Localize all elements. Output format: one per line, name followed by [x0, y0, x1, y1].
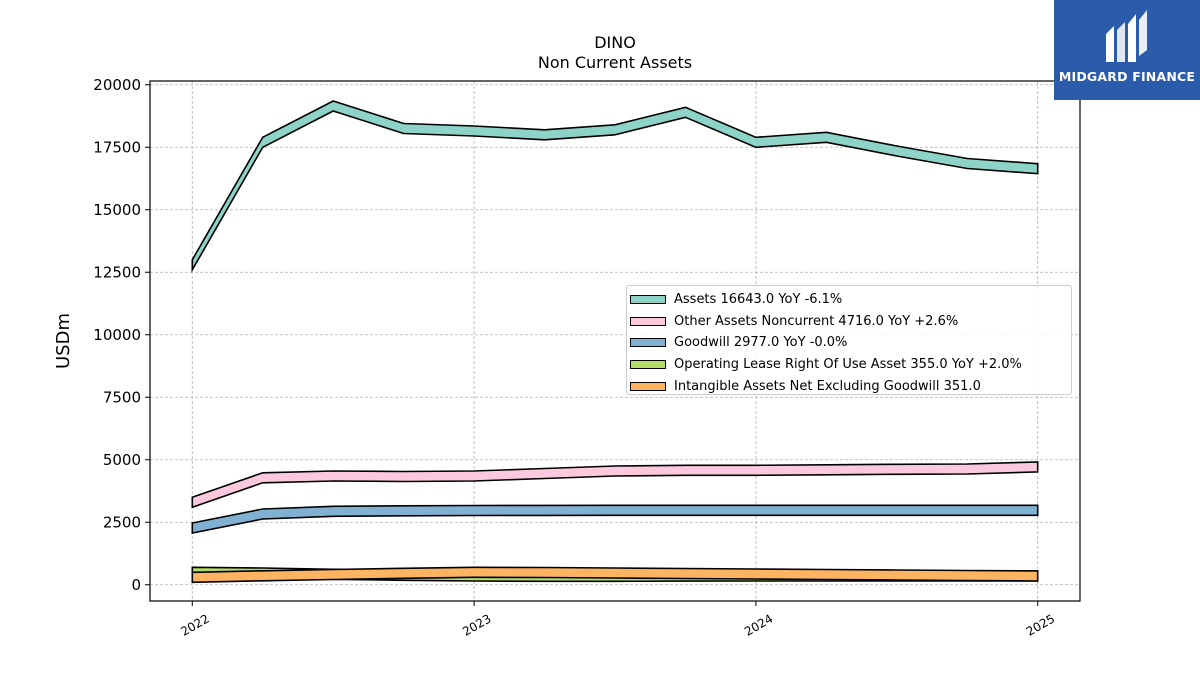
x-tick-label: 2022 — [178, 611, 211, 638]
legend-label: Goodwill 2977.0 YoY -0.0% — [674, 335, 848, 351]
plot-frame — [149, 80, 1081, 602]
series-band-2 — [191, 504, 1039, 534]
series-band-0 — [191, 100, 1039, 273]
y-tick-label: 5000 — [103, 451, 141, 469]
legend-swatch — [630, 338, 666, 348]
y-tick-label: 12500 — [93, 263, 141, 281]
midgard-logo-icon — [1106, 10, 1147, 62]
legend-swatch — [630, 381, 666, 391]
brand-name: MIDGARD FINANCE — [1058, 69, 1196, 84]
chart-subtitle: Non Current Assets — [537, 53, 693, 72]
legend-label: Assets 16643.0 YoY -6.1% — [674, 292, 843, 308]
legend-label: Operating Lease Right Of Use Asset 355.0… — [674, 357, 1022, 373]
brand-logo: MIDGARD FINANCE — [1054, 0, 1200, 100]
y-tick-label: 15000 — [93, 201, 141, 219]
legend-label: Intangible Assets Net Excluding Goodwill… — [674, 378, 981, 394]
legend-swatch — [630, 316, 666, 326]
y-tick-label: 20000 — [93, 76, 141, 94]
y-tick-label: 17500 — [93, 138, 141, 156]
series-band-4 — [191, 566, 1039, 584]
x-tick-label: 2023 — [460, 611, 493, 638]
legend-item: Operating Lease Right Of Use Asset 355.0… — [627, 354, 1071, 376]
chart-title: DINO — [594, 33, 636, 52]
y-tick-label: 10000 — [93, 326, 141, 344]
x-tick-label: 2025 — [1024, 611, 1057, 638]
y-axis-label: USDm — [53, 313, 74, 369]
legend-label: Other Assets Noncurrent 4716.0 YoY +2.6% — [674, 313, 959, 329]
legend-swatch — [630, 295, 666, 305]
legend-item: Other Assets Noncurrent 4716.0 YoY +2.6% — [627, 311, 1071, 333]
x-tick-label: 2024 — [742, 611, 775, 638]
series-band-1 — [191, 461, 1039, 509]
legend-swatch — [630, 360, 666, 370]
legend-item: Assets 16643.0 YoY -6.1% — [627, 289, 1071, 311]
y-tick-label: 7500 — [103, 388, 141, 406]
y-tick-label: 0 — [131, 576, 141, 594]
legend-item: Intangible Assets Net Excluding Goodwill… — [627, 375, 1071, 397]
y-tick-label: 2500 — [103, 513, 141, 531]
legend-item: Goodwill 2977.0 YoY -0.0% — [627, 332, 1071, 354]
chart-legend: Assets 16643.0 YoY -6.1% Other Assets Non… — [626, 285, 1072, 395]
